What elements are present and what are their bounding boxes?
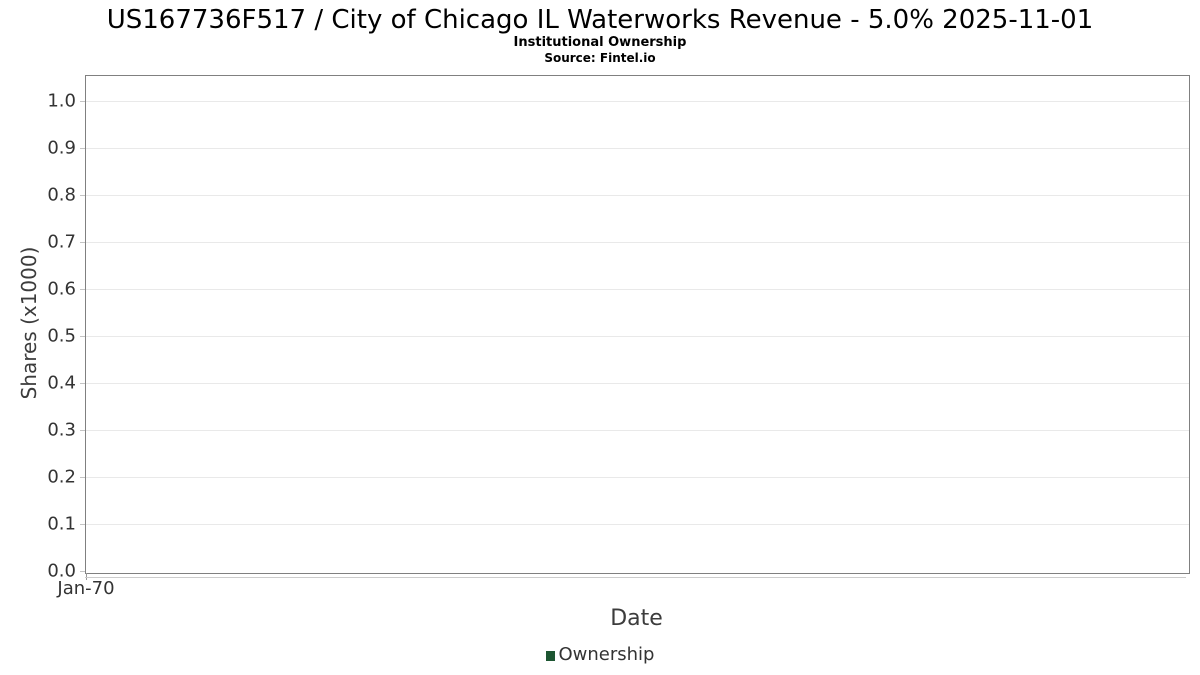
y-tick-mark <box>80 100 85 102</box>
y-gridline <box>86 523 1189 525</box>
y-tick-label: 0.5 <box>47 325 76 346</box>
y-tick-label: 0.3 <box>47 419 76 440</box>
y-gridline <box>86 288 1189 290</box>
chart-title: US167736F517 / City of Chicago IL Waterw… <box>106 5 1094 35</box>
y-gridline <box>86 429 1189 431</box>
x-axis-title: Date <box>610 606 663 631</box>
y-tick-label: 0.2 <box>47 466 76 487</box>
y-tick-mark <box>80 241 85 243</box>
y-tick-label: 0.6 <box>47 278 76 299</box>
y-gridline <box>86 476 1189 478</box>
y-gridline <box>86 100 1189 102</box>
x-axis-line <box>85 577 1186 578</box>
plot-area: 0.0 0.1 0.2 0.3 0.4 0.5 0.6 0.7 0.8 0.9 1.0 <box>47 75 1190 581</box>
y-tick-mark <box>80 194 85 196</box>
chart-source: Source: Fintel.io <box>544 51 656 65</box>
y-gridline <box>86 194 1189 196</box>
y-gridline <box>86 335 1189 337</box>
legend-item-ownership[interactable]: Ownership <box>545 644 655 665</box>
y-tick-mark <box>80 147 85 149</box>
chart-subtitle: Institutional Ownership <box>513 35 687 50</box>
y-gridline <box>86 147 1189 149</box>
legend-label-ownership: Ownership <box>558 644 655 665</box>
y-gridline <box>86 382 1189 384</box>
y-tick-mark <box>80 523 85 525</box>
y-tick-label: 0.4 <box>47 372 76 393</box>
y-tick-label: 0.9 <box>47 137 76 158</box>
y-tick-mark <box>80 382 85 384</box>
y-tick-label: 1.0 <box>47 90 76 111</box>
y-gridline <box>86 241 1189 243</box>
y-tick-label: 0.0 <box>47 560 76 581</box>
y-tick-label: 0.8 <box>47 184 76 205</box>
y-tick-mark <box>80 335 85 337</box>
x-tick-label: Jan-70 <box>57 578 115 599</box>
y-tick-mark <box>80 570 85 572</box>
legend-swatch-ownership <box>545 650 555 661</box>
x-tick-mark <box>86 573 87 580</box>
y-tick-label: 0.7 <box>47 231 76 252</box>
y-tick-mark <box>80 476 85 478</box>
y-tick-mark <box>80 288 85 290</box>
y-tick-mark <box>80 429 85 431</box>
legend: Ownership <box>0 644 1200 665</box>
y-tick-label: 0.1 <box>47 513 76 534</box>
